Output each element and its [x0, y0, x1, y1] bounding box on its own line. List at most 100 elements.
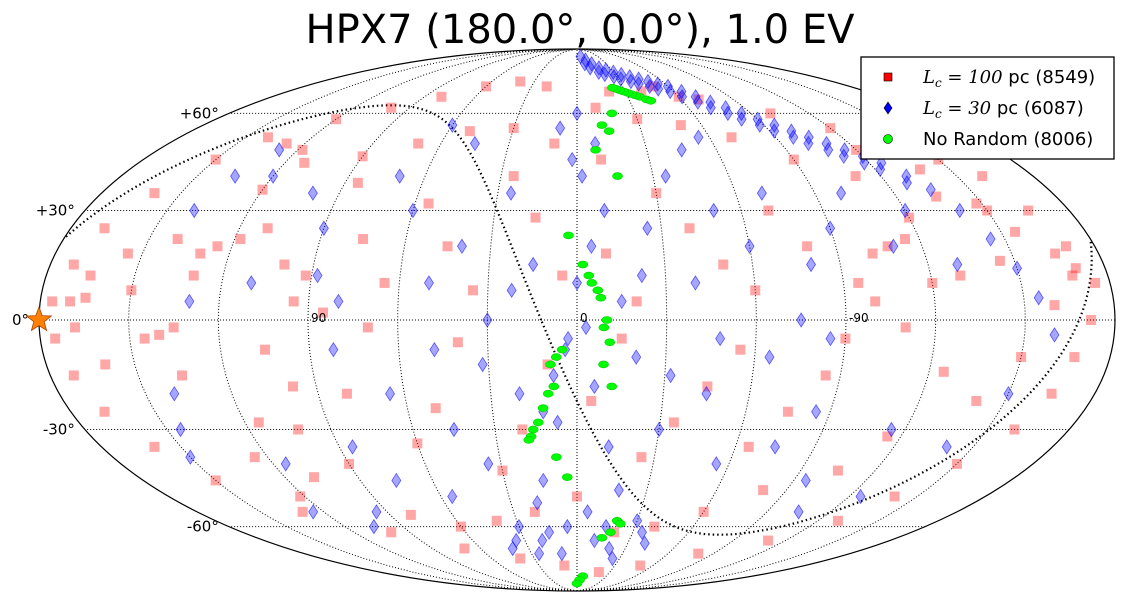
graticule — [39, 49, 1115, 591]
lc100-point — [1009, 424, 1020, 435]
lc30-point — [552, 414, 563, 431]
lc30-point — [572, 105, 582, 122]
lc30-point — [752, 111, 763, 127]
lat-tick-label: +60° — [180, 104, 219, 122]
lat-tick-label: -30° — [43, 420, 75, 438]
lc100-point — [1023, 205, 1034, 216]
lc100-point — [931, 191, 942, 202]
lc30-point — [482, 312, 493, 328]
no-random-point — [527, 425, 539, 434]
no-random-point — [577, 260, 589, 269]
lc30-point — [538, 472, 549, 489]
lc100-point — [341, 388, 352, 399]
lc100-point — [99, 223, 110, 234]
lc30-point — [394, 168, 405, 184]
lc30-point — [407, 202, 418, 219]
no-random-point — [551, 453, 562, 461]
lc100-point — [735, 344, 746, 355]
lc100-point — [257, 184, 268, 195]
no-random-point — [598, 323, 610, 332]
lc100-point — [647, 81, 658, 92]
legend: Lc = 100 pc (8549) Lc = 30 pc (6087) No Ra… — [860, 56, 1115, 160]
source-markers — [25, 305, 53, 332]
meridian-line — [576, 49, 847, 591]
lc100-point — [882, 241, 893, 252]
lc100-point — [763, 205, 774, 216]
lc100-point — [99, 406, 110, 417]
lc100-point — [515, 553, 526, 564]
lc100-point — [210, 475, 221, 486]
lc30-point — [579, 56, 590, 72]
lc30-point — [513, 518, 524, 535]
lc30-point — [625, 73, 636, 90]
no-random-point — [545, 360, 556, 369]
lc100-point — [1046, 388, 1057, 399]
lc30-point — [952, 256, 963, 273]
lc100-point — [635, 560, 646, 571]
lc100-point — [262, 223, 273, 234]
lc30-point — [577, 168, 588, 184]
lc30-point — [705, 99, 716, 116]
lc100-point — [126, 285, 137, 296]
meridian-line — [128, 49, 578, 591]
lc100-point — [68, 259, 79, 270]
lc100-point — [590, 102, 601, 113]
lc100-point — [600, 248, 611, 259]
no-random-point — [561, 473, 573, 481]
galactic-plane-curve — [63, 104, 543, 321]
lc100-point — [508, 123, 519, 134]
lc30-point — [589, 532, 600, 549]
no-random-point — [596, 121, 608, 129]
lc100-point — [70, 322, 81, 333]
lc30-point — [604, 540, 615, 557]
lc30-point — [875, 161, 886, 178]
lc100-point — [938, 366, 949, 377]
lc30-point — [838, 148, 849, 165]
lc100-point — [464, 126, 475, 137]
lc100-point — [481, 81, 492, 92]
lc30-point — [534, 545, 545, 562]
lc100-point — [616, 333, 627, 344]
lc100-point — [210, 154, 221, 165]
galactic-plane — [63, 104, 1093, 536]
meridian-line — [576, 49, 757, 591]
orange-star — [25, 305, 53, 332]
lc30-point — [715, 330, 726, 347]
no-random-point — [542, 389, 554, 398]
no-random-point — [586, 279, 598, 287]
no-random-point — [537, 404, 549, 412]
no-random-point — [592, 286, 604, 295]
lc100-point — [212, 241, 223, 252]
lc30-point — [793, 504, 804, 520]
no-random-point — [556, 345, 568, 354]
lc30-point — [692, 94, 703, 110]
lc30-point — [572, 275, 582, 291]
lc30-point — [532, 494, 543, 511]
lc100-point — [517, 424, 528, 435]
lc100-point — [851, 144, 862, 155]
lc30-point — [391, 472, 402, 489]
lc100-point — [870, 296, 881, 307]
lc30-point — [788, 129, 799, 146]
lc30-point — [616, 66, 627, 83]
lc30-point — [633, 71, 644, 87]
lc100-point — [436, 91, 447, 102]
lc100-point — [430, 403, 441, 414]
lc100-point — [904, 212, 915, 223]
lc100-point — [293, 424, 304, 435]
lc30-point — [1012, 260, 1023, 276]
lc30-point — [660, 168, 671, 184]
lc100-point — [758, 485, 769, 496]
lc100-point — [154, 329, 165, 340]
lc30-point — [308, 504, 319, 520]
lc100-point — [529, 506, 540, 517]
lc100-point — [508, 171, 519, 182]
lc100-point — [459, 543, 470, 554]
lc30-point — [603, 439, 614, 455]
lc100-point — [889, 491, 900, 502]
lc100-point — [195, 248, 206, 259]
no-random-point — [598, 360, 609, 369]
lc30-point — [806, 256, 817, 273]
lc100-point — [832, 515, 843, 526]
